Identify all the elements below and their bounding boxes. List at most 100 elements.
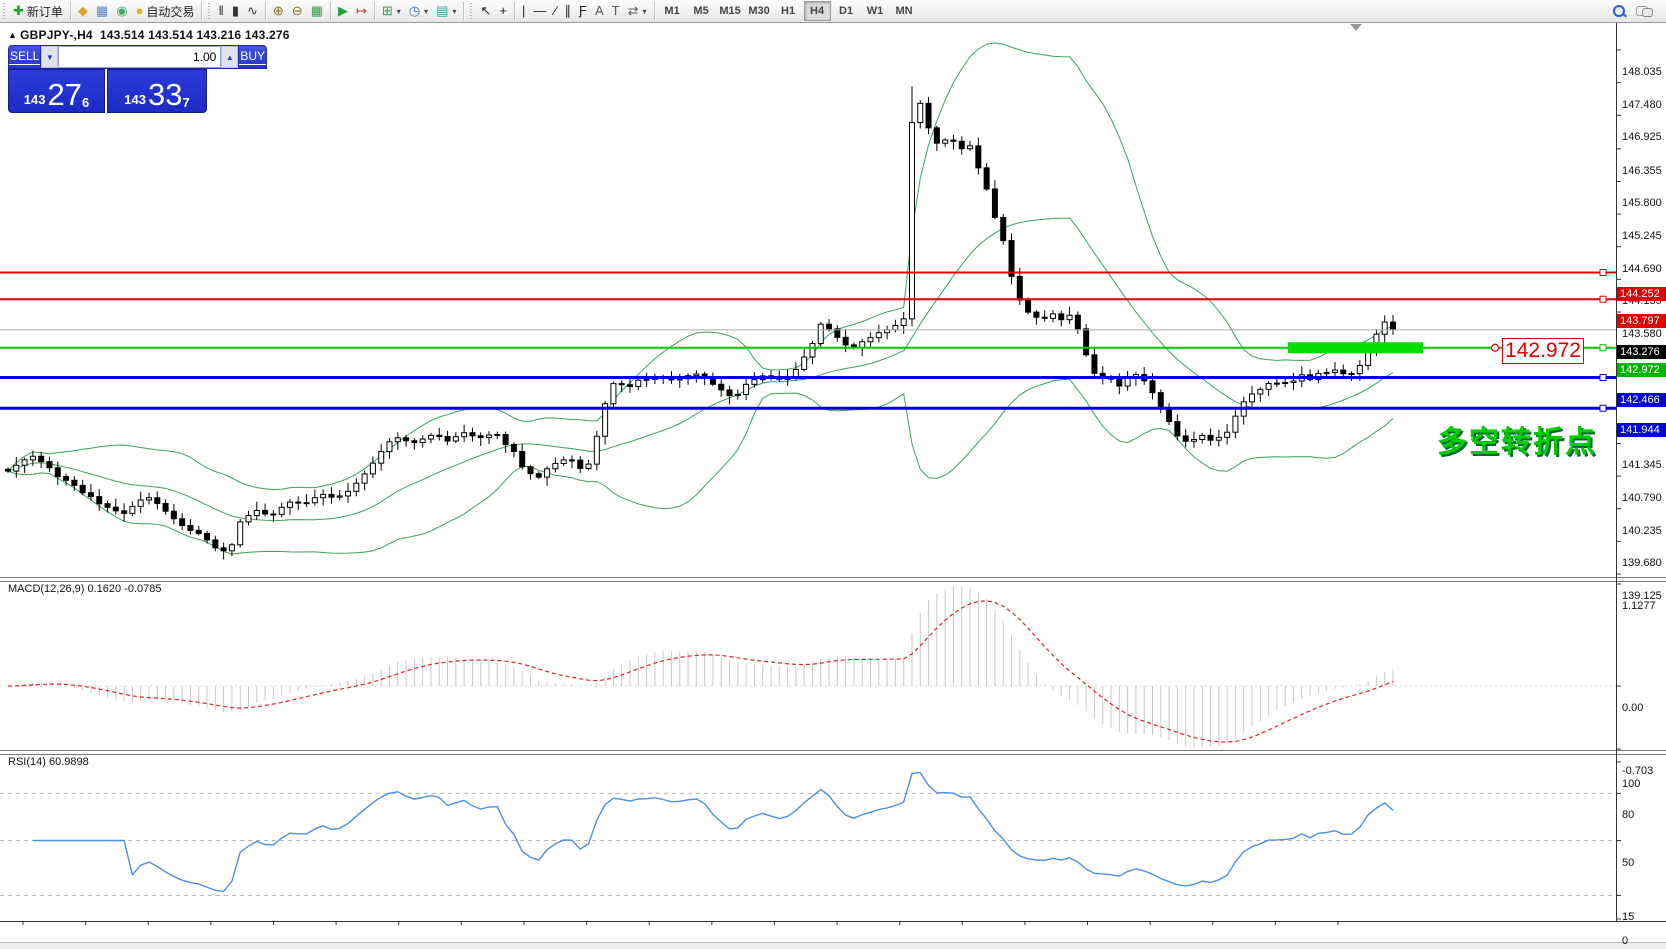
toolbar-drag-handle[interactable] xyxy=(2,3,7,19)
chevron-down-icon[interactable]: ▾ xyxy=(396,6,401,16)
axis-tick-label: 146.925 xyxy=(1622,131,1662,144)
chart-shift-marker[interactable] xyxy=(1350,24,1362,31)
auto-scroll-button[interactable]: ▶ xyxy=(334,1,352,21)
chevron-down-icon[interactable]: ▾ xyxy=(424,6,429,16)
ohlc-readout: 143.514 143.514 143.216 143.276 xyxy=(99,28,290,42)
axis-tick-label: -0.703 xyxy=(1622,765,1654,777)
channel-icon: ∥ xyxy=(564,3,572,18)
horizontal-line-icon: — xyxy=(533,3,547,18)
timeframe-w1-button[interactable]: W1 xyxy=(866,5,884,17)
axis-tick-label: 0.00 xyxy=(1622,702,1644,714)
volume-up-button[interactable]: ▲ xyxy=(221,46,239,68)
timeframe-h1-button[interactable]: H1 xyxy=(781,5,796,17)
zoom-in-icon: ⊕ xyxy=(272,3,284,18)
price-level-box: 142.466 xyxy=(1617,392,1666,407)
sell-price-panel[interactable]: 143 27 6 xyxy=(8,69,105,113)
buy-price-panel[interactable]: 143 33 7 xyxy=(107,69,207,113)
new-order-icon: ✚ xyxy=(13,3,24,18)
tile-windows-button[interactable]: ▦ xyxy=(307,1,327,21)
macd-panel-splitter[interactable] xyxy=(0,577,1666,582)
timeframe-toolbar: M1 M5 M15 M30 H1 H4 D1 W1 MN xyxy=(658,1,919,21)
zoom-in-button[interactable]: ⊕ xyxy=(269,1,288,21)
market-watch-button[interactable]: ◆ xyxy=(74,1,92,21)
bar-chart-button[interactable]: ‖ xyxy=(214,1,227,21)
templates-button[interactable]: ▤ ▾ xyxy=(432,1,460,21)
data-window-button[interactable]: ▦ xyxy=(92,1,112,21)
timeframe-m5-button[interactable]: M5 xyxy=(693,5,709,17)
axis-tick-label: 145.245 xyxy=(1622,230,1662,243)
text-icon: A xyxy=(595,3,604,18)
axis-tick-label: 140.790 xyxy=(1622,492,1662,505)
price-callout-label[interactable]: 142.972 xyxy=(1502,338,1584,364)
chart-window: ▲ GBPJPY-,H4 143.514 143.514 143.216 143.… xyxy=(0,22,1666,949)
timeframe-d1-button[interactable]: D1 xyxy=(839,5,854,17)
chart-canvas[interactable] xyxy=(0,23,1666,949)
timeframe-m15-button[interactable]: M15 xyxy=(719,5,741,17)
indicators-button[interactable]: ⊞ ▾ xyxy=(378,1,405,21)
axis-tick-label: 143.580 xyxy=(1622,328,1662,340)
axis-tick-label: 144.690 xyxy=(1622,262,1662,275)
toolbar-separator xyxy=(463,2,465,20)
toolbar-separator xyxy=(201,2,203,20)
fibonacci-button[interactable]: Ƒ xyxy=(575,1,591,21)
cursor-button[interactable]: ↖ xyxy=(476,1,495,21)
rsi-panel-splitter[interactable] xyxy=(0,750,1666,755)
market-watch-icon: ◆ xyxy=(77,3,88,18)
text-label-button[interactable]: T xyxy=(608,1,624,21)
auto-trading-button[interactable]: ● 自动交易 xyxy=(132,1,199,21)
zoom-out-button[interactable]: ⊖ xyxy=(288,1,307,21)
axis-tick-label: 145.800 xyxy=(1622,197,1662,210)
timeframe-mn-button[interactable]: MN xyxy=(895,5,913,17)
horizontal-line-button[interactable]: — xyxy=(529,1,550,21)
volume-input[interactable] xyxy=(58,46,222,68)
trendline-button[interactable]: ∕ xyxy=(550,1,560,21)
auto-trading-icon: ● xyxy=(135,3,144,18)
new-order-button[interactable]: ✚ 新订单 xyxy=(9,1,67,21)
channel-button[interactable]: ∥ xyxy=(561,1,576,21)
crosshair-icon: + xyxy=(499,3,507,18)
chart-title: ▲ GBPJPY-,H4 143.514 143.514 143.216 143.… xyxy=(8,28,290,42)
arrows-icon: ⇄ xyxy=(627,3,639,18)
chevron-down-icon[interactable]: ▾ xyxy=(452,6,457,16)
timeframe-m1-button[interactable]: M1 xyxy=(664,5,680,17)
chevron-down-icon[interactable]: ▾ xyxy=(642,6,647,16)
periods-button[interactable]: ◷ ▾ xyxy=(405,1,432,21)
chat-icon[interactable] xyxy=(1636,5,1653,17)
chart-shift-icon: ↦ xyxy=(355,3,367,18)
arrows-button[interactable]: ⇄ ▾ xyxy=(624,1,651,21)
macd-label: MACD(12,26,9) 0.1620 -0.0785 xyxy=(8,583,162,595)
toolbar-separator xyxy=(69,2,71,20)
axis-tick-label: 0 xyxy=(1622,935,1629,947)
timeframe-h4-button[interactable]: H4 xyxy=(803,1,831,21)
tile-windows-icon: ▦ xyxy=(310,3,323,18)
vertical-line-button[interactable]: | xyxy=(518,1,529,21)
sell-button[interactable]: SELL xyxy=(8,45,42,69)
price-level-box: 144.252 xyxy=(1617,287,1666,302)
search-icon[interactable] xyxy=(1613,4,1626,18)
line-chart-button[interactable]: ∿ xyxy=(243,1,262,21)
text-label-icon: T xyxy=(611,3,620,18)
text-button[interactable]: A xyxy=(591,1,608,21)
price-level-box: 143.797 xyxy=(1617,314,1666,329)
chart-shift-button[interactable]: ↦ xyxy=(352,1,371,21)
timeframe-m30-button[interactable]: M30 xyxy=(748,5,770,17)
price-level-box: 143.276 xyxy=(1617,344,1666,359)
toolbar-drag-handle[interactable] xyxy=(469,3,475,19)
toolbar: ✚ 新订单 ◆ ▦ ◉ ● 自动交易 ‖ ▮ ∿ ⊕ ⊖ ▦ ▶ ↦ ⊞ ▾ ◷ ▾ ▤ ▾ ↖ + | — ∕ ∥ Ƒ A T ⇄ ▾ M1… xyxy=(0,0,1666,23)
data-window-icon: ▦ xyxy=(95,3,109,18)
rsi-label: RSI(14) 60.9898 xyxy=(8,756,89,768)
candlestick-chart-button[interactable]: ▮ xyxy=(228,1,243,21)
crosshair-button[interactable]: + xyxy=(495,1,511,21)
vertical-line-icon: | xyxy=(521,3,526,18)
trendline-icon: ∕ xyxy=(554,3,557,18)
symbol-period-label: GBPJPY-,H4 xyxy=(20,28,93,42)
time-axis-border xyxy=(0,921,1666,922)
collapse-arrow-icon[interactable]: ▲ xyxy=(8,30,18,40)
volume-down-button[interactable]: ▼ xyxy=(41,46,59,68)
navigator-button[interactable]: ◉ xyxy=(112,1,131,21)
toolbar-drag-handle[interactable] xyxy=(207,3,213,19)
buy-button[interactable]: BUY xyxy=(238,45,268,69)
annotation-text: 多空转折点 xyxy=(1437,426,1597,459)
